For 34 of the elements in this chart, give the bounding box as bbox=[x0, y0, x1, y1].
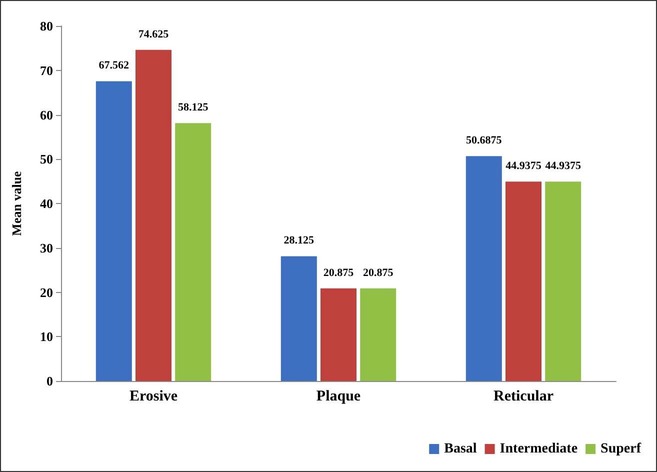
data-label: 20.875 bbox=[323, 266, 354, 279]
data-label: 67.562 bbox=[98, 60, 130, 72]
data-label: 74.625 bbox=[138, 28, 170, 40]
data-label: 28.125 bbox=[284, 234, 315, 247]
bar bbox=[136, 50, 172, 381]
data-label: 50.6875 bbox=[466, 134, 502, 147]
data-label: 58.125 bbox=[178, 102, 209, 114]
y-tick-label: 0 bbox=[46, 374, 53, 388]
y-tick-label: 20 bbox=[40, 284, 53, 300]
bar bbox=[280, 256, 317, 381]
x-tick-label: Erosive bbox=[129, 388, 178, 404]
x-tick-label: Plaque bbox=[316, 388, 361, 404]
y-tick-label: 60 bbox=[40, 107, 53, 122]
bar bbox=[320, 288, 356, 381]
bar bbox=[96, 81, 132, 381]
bar bbox=[466, 156, 502, 381]
data-label: 44.9375 bbox=[506, 160, 542, 172]
bar bbox=[360, 288, 396, 381]
bar bbox=[506, 182, 542, 381]
y-tick-label: 70 bbox=[40, 62, 53, 78]
x-tick-label: Reticular bbox=[494, 388, 554, 404]
y-axis-title: Mean value bbox=[9, 170, 24, 236]
data-label: 20.875 bbox=[362, 266, 394, 279]
bar bbox=[545, 182, 582, 381]
legend-label: Superf bbox=[600, 442, 642, 456]
legend-label: Intermediate bbox=[500, 442, 578, 456]
y-tick-label: 10 bbox=[40, 329, 53, 344]
y-tick-label: 50 bbox=[40, 152, 53, 167]
y-tick-label: 80 bbox=[40, 18, 53, 34]
y-tick-label: 30 bbox=[40, 240, 53, 256]
bar bbox=[175, 123, 212, 381]
legend-label: Basal bbox=[444, 442, 477, 456]
data-label: 44.9375 bbox=[545, 160, 582, 172]
y-tick-label: 40 bbox=[40, 196, 53, 211]
